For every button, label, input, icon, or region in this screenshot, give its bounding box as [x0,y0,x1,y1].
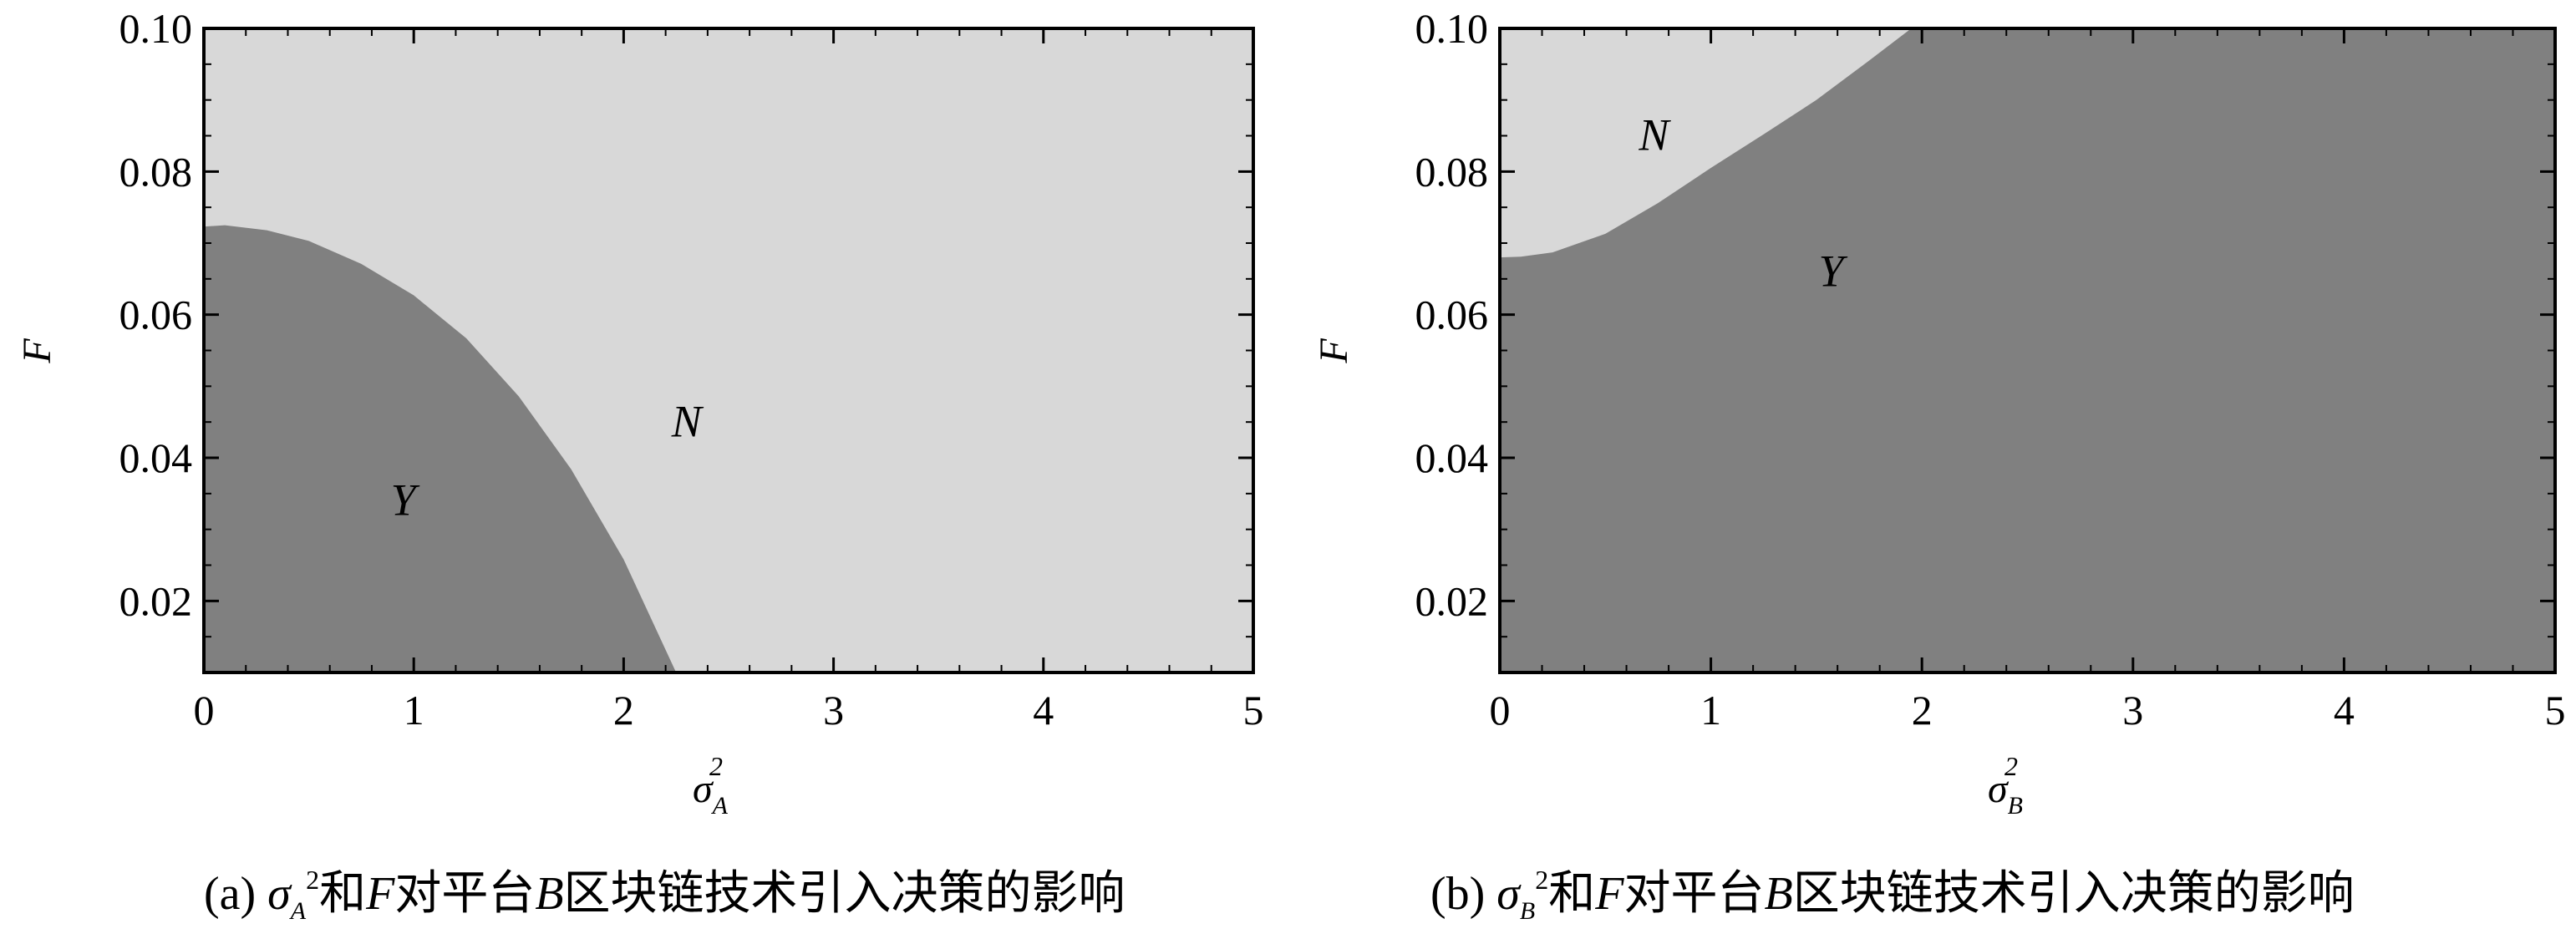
y-tick-label: 0.10 [119,5,193,52]
x-tick-label: 0 [1490,687,1511,733]
plot-frame [202,27,1255,674]
y-tick-label: 0.04 [119,434,193,481]
x-tick-label: 2 [1912,687,1933,733]
region-y-area [204,225,677,673]
y-axis-title: F [15,338,59,364]
y-tick-label: 0.06 [1415,292,1489,338]
x-tick-label: 3 [2122,687,2143,733]
x-tick-labels: 0 1 2 3 4 5 [194,687,1264,733]
region-n-area [1500,28,1912,258]
y-tick-label: 0.10 [1415,5,1489,52]
x-tick-label: 5 [2545,687,2566,733]
y-tick-label: 0.06 [119,292,193,338]
y-tick-label: 0.02 [119,577,193,624]
x-axis-title: σB2 [1988,751,2023,820]
x-tick-label: 1 [1700,687,1721,733]
chart-panel-b: 0.02 0.04 0.06 0.08 0.10 0 1 2 3 4 5 N Y F σB2 (b… [1312,5,2566,925]
region-label-n: N [671,396,704,446]
x-tick-label: 4 [1033,687,1054,733]
y-tick-labels: 0.02 0.04 0.06 0.08 0.10 [119,5,193,624]
x-tick-label: 3 [823,687,844,733]
caption-a: (a) σA2和F对平台B区块链技术引入决策的影响 [204,865,1125,925]
y-tick-label: 0.04 [1415,434,1489,481]
region-label-n: N [1638,110,1671,160]
x-tick-labels: 0 1 2 3 4 5 [1490,687,2566,733]
region-label-y: Y [1819,246,1848,296]
y-tick-labels: 0.02 0.04 0.06 0.08 0.10 [1415,5,1489,624]
y-tick-label: 0.08 [1415,148,1489,195]
y-axis-title: F [1312,338,1356,364]
x-tick-label: 2 [613,687,634,733]
x-tick-label: 1 [404,687,424,733]
y-tick-label: 0.02 [1415,577,1489,624]
chart-panel-a: 0.02 0.04 0.06 0.08 0.10 0 1 2 3 4 5 N Y F σA2 (a… [15,5,1264,925]
x-tick-label: 0 [194,687,215,733]
x-tick-label: 4 [2334,687,2355,733]
y-tick-label: 0.08 [119,148,193,195]
x-axis-title: σA2 [693,751,729,820]
x-tick-label: 5 [1243,687,1264,733]
caption-b: (b) σB2和F对平台B区块链技术引入决策的影响 [1430,865,2355,925]
plot-frame [1498,27,2557,674]
region-label-y: Y [391,475,420,525]
